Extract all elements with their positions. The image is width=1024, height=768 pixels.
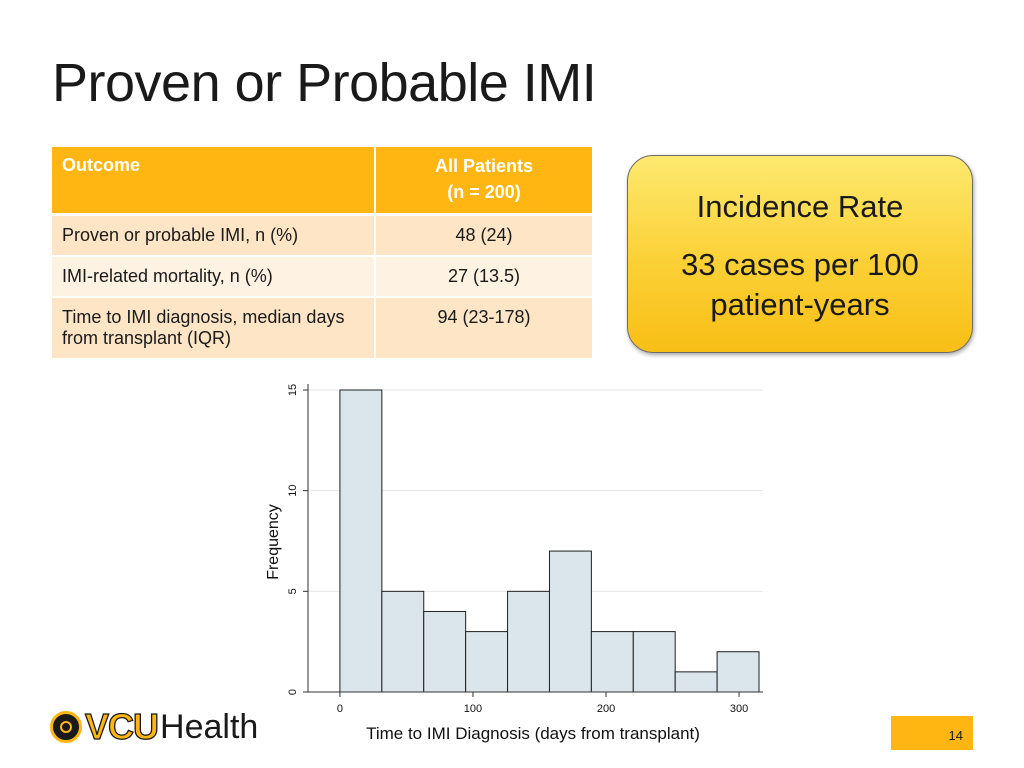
row-outcome-label: Proven or probable IMI, n (%) [52, 216, 376, 257]
histogram-bar [381, 590, 425, 693]
histogram-bar [465, 631, 509, 693]
x-tick-label: 200 [597, 703, 615, 715]
vcu-seal-icon [50, 711, 82, 743]
y-tick-label: 10 [287, 485, 299, 497]
histogram-bar [423, 610, 467, 693]
table-header-row: Outcome All Patients (n = 200) [52, 147, 592, 216]
row-value: 48 (24) [376, 216, 592, 257]
table-row: Proven or probable IMI, n (%) 48 (24) [52, 216, 592, 257]
row-value: 27 (13.5) [376, 257, 592, 298]
header-all-patients-label: All Patients [434, 156, 534, 176]
table-row: IMI-related mortality, n (%) 27 (13.5) [52, 257, 592, 298]
row-outcome-label: Time to IMI diagnosis, median days from … [52, 298, 376, 360]
histogram-bar [632, 631, 676, 693]
y-tick-label: 15 [287, 384, 299, 396]
histogram-bar [716, 651, 760, 693]
logo-health-text: Health [160, 708, 259, 746]
y-axis-label: Frequency [265, 504, 282, 580]
histogram-bar [507, 590, 550, 693]
header-outcome: Outcome [52, 147, 376, 216]
row-outcome-label: IMI-related mortality, n (%) [52, 257, 376, 298]
incidence-callout: Incidence Rate 33 cases per 100 patient-… [627, 155, 973, 353]
vcu-health-logo: VCU Health [50, 706, 259, 747]
logo-vcu-text: VCU [84, 706, 159, 747]
outcomes-table: Outcome All Patients (n = 200) Proven or… [52, 147, 592, 360]
chart-bars [339, 389, 760, 693]
callout-value: 33 cases per 100 patient-years [681, 247, 919, 322]
y-tick-label: 0 [287, 689, 299, 695]
time-to-diagnosis-histogram: 0 5 10 15 0 100 200 300 Frequency Time to IMI D… [265, 384, 763, 743]
histogram-bar [339, 389, 383, 693]
chart-axes: 0 5 10 15 0 100 200 300 [287, 384, 763, 715]
header-n-label: (n = 200) [447, 182, 521, 202]
callout-heading: Incidence Rate [696, 189, 904, 224]
x-tick-label: 0 [337, 703, 343, 715]
y-tick-label: 5 [287, 588, 299, 594]
histogram-bar [590, 631, 634, 693]
table-row: Time to IMI diagnosis, median days from … [52, 298, 592, 360]
row-value: 94 (23-178) [376, 298, 592, 360]
slide-title: Proven or Probable IMI [52, 53, 597, 113]
x-tick-label: 100 [464, 703, 482, 715]
page-number: 14 [891, 716, 973, 750]
histogram-bar [674, 671, 718, 693]
x-axis-label: Time to IMI Diagnosis (days from transpl… [366, 724, 700, 743]
header-all-patients: All Patients (n = 200) [376, 147, 592, 216]
x-tick-label: 300 [730, 703, 748, 715]
histogram-bar [548, 550, 592, 693]
